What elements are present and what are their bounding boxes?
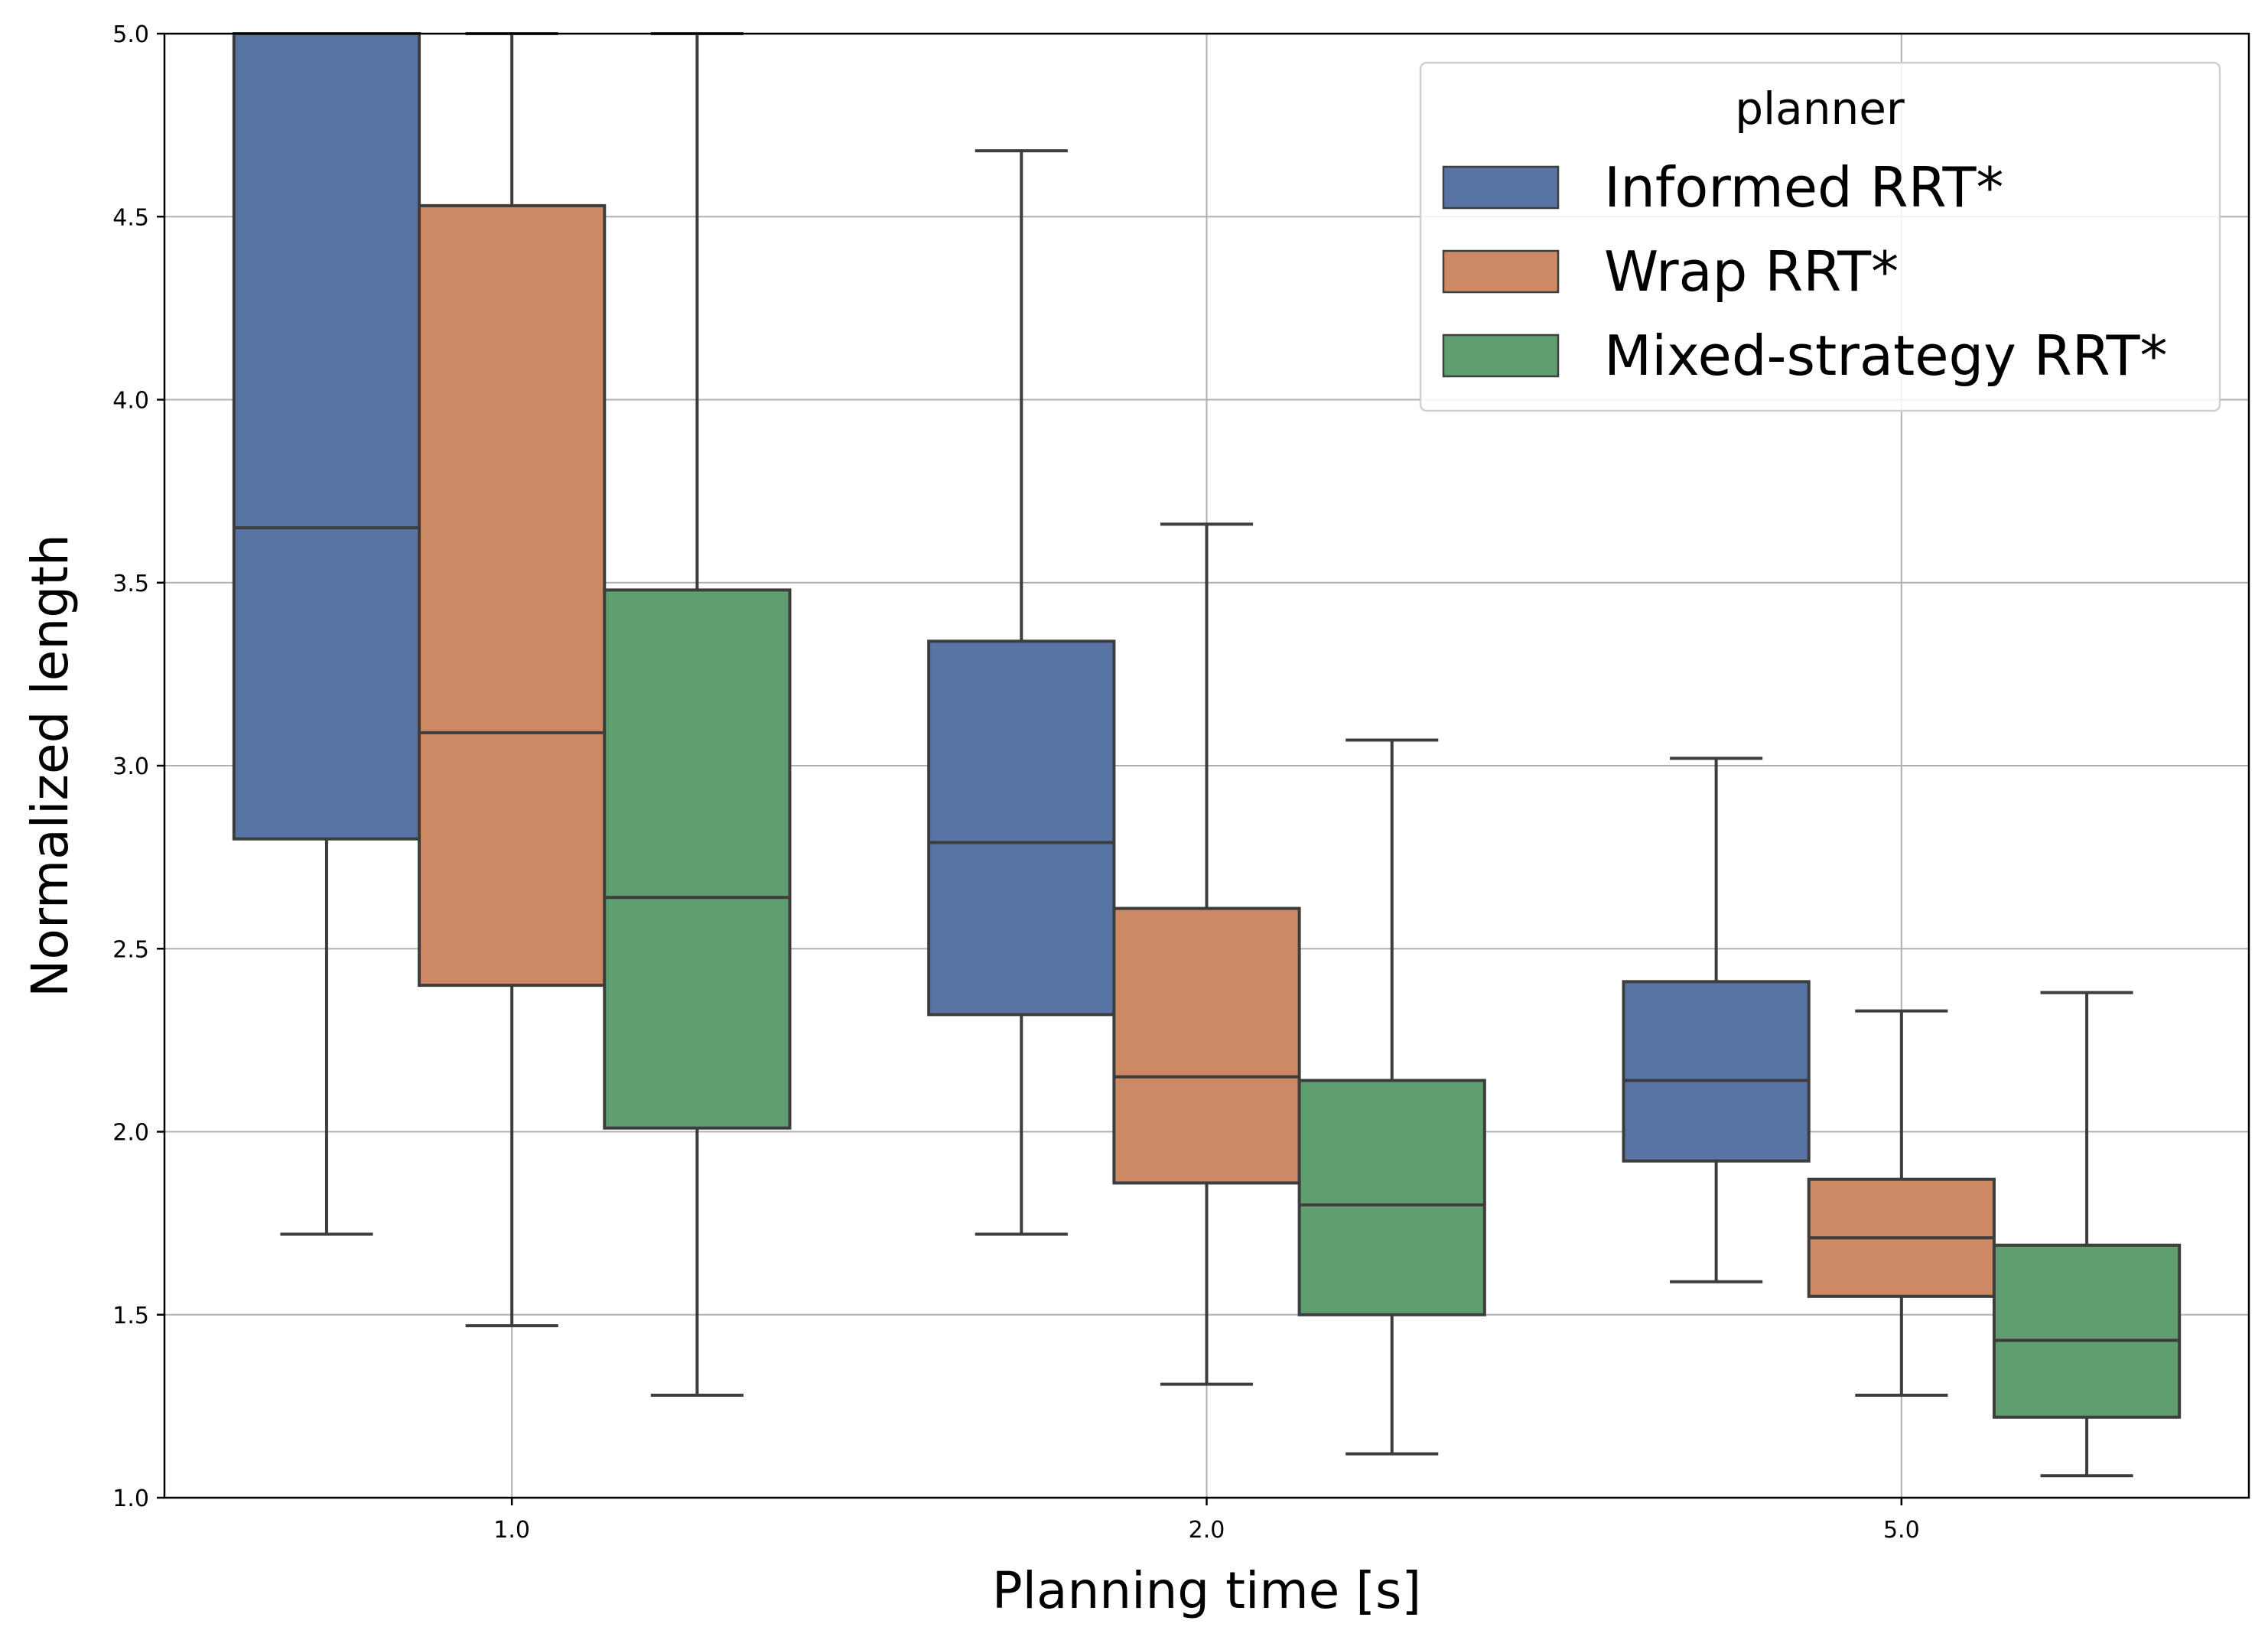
box-mixed-strategy-rrt--1.0 [603,32,792,1398]
x-axis-label: Planning time [s] [992,1561,1421,1620]
y-tick-label: 1.0 [112,1485,149,1512]
legend-swatch [1442,249,1560,294]
box-mixed-strategy-rrt--5.0 [1992,991,2182,1478]
x-tick-label: 1.0 [493,1517,530,1544]
legend-swatch [1442,334,1560,378]
y-tick-label: 2.0 [112,1120,149,1147]
y-tick-label: 2.5 [112,936,149,963]
y-tick-label: 4.5 [112,204,149,231]
box-iqr [418,203,607,988]
legend-item: Mixed-strategy RRT* [1442,324,2168,388]
legend-swatch [1442,165,1560,210]
legend-label: Wrap RRT* [1604,239,1899,304]
box-iqr [1622,980,1811,1163]
y-tick-label: 3.5 [112,571,149,597]
box-informed-rrt--5.0 [1622,757,1811,1284]
box-wrap-rrt--1.0 [418,32,607,1328]
axis-ticks: 1.0 1.5 2.0 2.5 3.0 3.5 4.0 4.5 5.0 1.0 2.0 5.0 [112,21,1919,1544]
legend-label: Informed RRT* [1604,155,2003,220]
plot-boxes [232,32,2182,1478]
box-iqr [232,32,421,841]
y-axis-label: Normalized length [21,534,80,997]
legend-frame [1419,61,2221,412]
legend-item: Informed RRT* [1442,155,2003,220]
box-wrap-rrt--2.0 [1112,522,1301,1386]
box-iqr [1992,1243,2182,1419]
box-wrap-rrt--5.0 [1807,1009,1996,1398]
box-informed-rrt--2.0 [927,149,1116,1236]
box-iqr [1297,1079,1486,1316]
y-tick-label: 1.5 [112,1303,149,1329]
x-tick-label: 2.0 [1189,1517,1225,1544]
legend-item: Wrap RRT* [1442,239,1899,304]
y-tick-label: 4.0 [112,388,149,415]
box-iqr [927,639,1116,1017]
y-tick-label: 3.0 [112,753,149,780]
box-iqr [1112,906,1301,1185]
y-tick-label: 5.0 [112,21,149,48]
box-mixed-strategy-rrt--2.0 [1297,738,1486,1456]
box-iqr [603,588,792,1130]
legend-label: Mixed-strategy RRT* [1604,324,2168,388]
x-tick-label: 5.0 [1883,1517,1920,1544]
legend-title: planner [1735,83,1905,135]
legend: planner Informed RRT* Wrap RRT* Mixed-stra… [1419,61,2221,412]
